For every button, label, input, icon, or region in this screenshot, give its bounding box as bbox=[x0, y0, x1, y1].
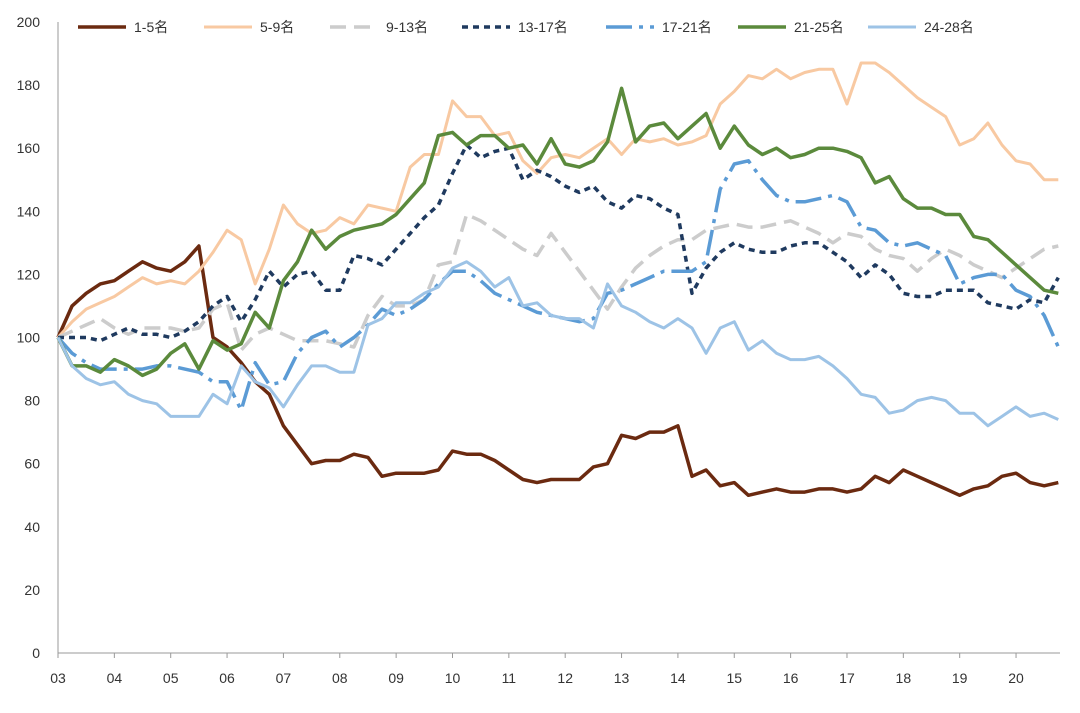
legend-label-3: 13-17名 bbox=[518, 19, 568, 35]
x-tick-label: 08 bbox=[332, 670, 348, 686]
x-tick-label: 11 bbox=[502, 670, 517, 686]
y-tick-label: 180 bbox=[17, 77, 41, 93]
series-line-0 bbox=[56, 244, 1059, 498]
y-tick-label: 200 bbox=[17, 14, 41, 30]
x-tick-label: 09 bbox=[388, 670, 404, 686]
x-tick-label: 05 bbox=[163, 670, 179, 686]
y-tick-label: 160 bbox=[17, 140, 41, 156]
x-tick-label: 20 bbox=[1008, 670, 1024, 686]
y-axis: 0 20 40 60 80 100 120 140 160 180 200 bbox=[17, 14, 59, 661]
y-tick-label: 120 bbox=[17, 266, 41, 282]
series-line-6 bbox=[56, 260, 1059, 428]
legend-label-5: 21-25名 bbox=[794, 19, 844, 35]
legend: 1-5名 5-9名 9-13名 13-17名 17-21名 21-25名 24-28名 bbox=[78, 19, 974, 35]
series-line-1 bbox=[56, 61, 1059, 339]
x-tick-label: 16 bbox=[783, 670, 799, 686]
legend-label-0: 1-5名 bbox=[134, 19, 168, 35]
y-tick-label: 20 bbox=[24, 582, 40, 598]
x-tick-label: 10 bbox=[445, 670, 461, 686]
legend-label-6: 24-28名 bbox=[924, 19, 974, 35]
x-tick-label: 19 bbox=[952, 670, 968, 686]
x-tick-label: 12 bbox=[557, 670, 573, 686]
series-line-4 bbox=[56, 159, 1060, 412]
x-tick-label: 04 bbox=[107, 670, 123, 686]
x-tick-label: 18 bbox=[896, 670, 912, 686]
x-tick-label: 14 bbox=[670, 670, 686, 686]
series-line-5 bbox=[56, 86, 1059, 378]
y-tick-label: 140 bbox=[17, 203, 41, 219]
x-axis: 03 04 05 06 07 08 09 10 11 12 13 14 15 16 17 18 19 20 bbox=[50, 652, 1060, 686]
legend-label-1: 5-9名 bbox=[260, 19, 294, 35]
x-tick-label: 07 bbox=[276, 670, 292, 686]
y-tick-label: 80 bbox=[24, 393, 40, 409]
x-tick-label: 03 bbox=[50, 670, 66, 686]
y-tick-label: 40 bbox=[24, 519, 40, 535]
legend-label-4: 17-21名 bbox=[662, 19, 712, 35]
x-tick-label: 15 bbox=[726, 670, 742, 686]
legend-label-2: 9-13名 bbox=[386, 19, 428, 35]
series-line-2 bbox=[57, 212, 1059, 352]
y-tick-label: 100 bbox=[17, 330, 41, 346]
x-tick-label: 17 bbox=[839, 670, 855, 686]
x-tick-label: 13 bbox=[614, 670, 630, 686]
series-line-3 bbox=[58, 143, 1060, 343]
y-tick-label: 0 bbox=[32, 645, 40, 661]
x-tick-label: 06 bbox=[219, 670, 235, 686]
y-tick-label: 60 bbox=[24, 456, 40, 472]
series-layer bbox=[56, 61, 1060, 498]
